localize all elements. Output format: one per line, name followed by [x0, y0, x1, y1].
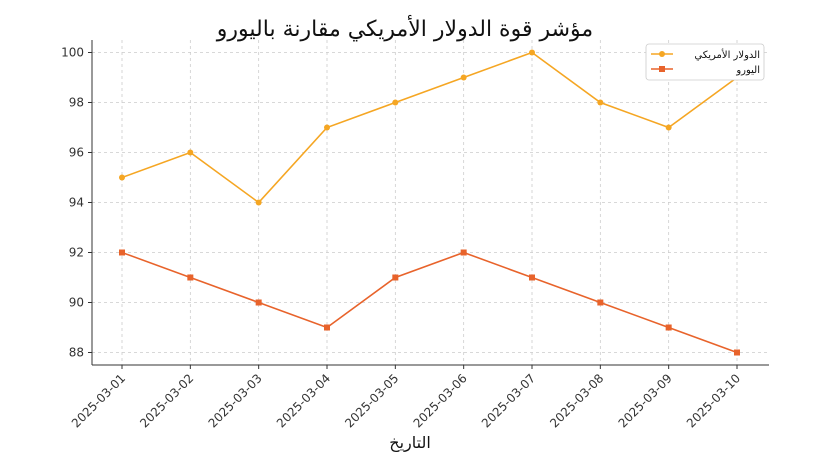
data-point-series-1 — [392, 99, 399, 106]
y-tick-label: 90 — [69, 296, 84, 310]
x-axis-label: التاريخ — [389, 433, 431, 453]
x-tick-label: 2025-03-01 — [69, 371, 128, 430]
data-point-series-2 — [187, 274, 194, 281]
grid — [92, 40, 769, 365]
y-tick-label: 96 — [69, 146, 84, 160]
legend-box — [645, 43, 765, 81]
y-tick-labels: 88 90 92 94 96 98 100 — [61, 46, 84, 360]
data-point-series-1 — [324, 124, 330, 131]
data-point-series-2 — [529, 274, 535, 281]
data-point-series-2 — [734, 349, 740, 356]
x-tick-label: 2025-03-02 — [137, 371, 196, 430]
x-tick-label: 2025-03-06 — [411, 371, 470, 430]
data-point-series-1 — [529, 49, 535, 56]
x-tick-label: 2025-03-09 — [616, 371, 675, 430]
x-tick-labels: 2025-03-01 2025-03-02 2025-03-03 2025-03-04… — [69, 371, 743, 430]
chart-title: مؤشر قوة الدولار الأمريكي مقارنة باليورو — [216, 15, 593, 42]
x-tick-label: 2025-03-03 — [206, 371, 265, 430]
legend: الدولار الأمريكي اليورو — [645, 43, 765, 81]
series-line-2 — [121, 251, 738, 354]
data-point-series-1 — [255, 199, 262, 206]
data-point-series-1 — [665, 124, 672, 131]
legend-label-2: اليورو — [735, 65, 760, 76]
data-point-series-2 — [665, 324, 672, 331]
x-tick-label: 2025-03-05 — [342, 371, 401, 430]
x-tick-label: 2025-03-10 — [684, 371, 743, 430]
y-tick-label: 92 — [69, 246, 84, 260]
data-point-series-1 — [119, 174, 125, 181]
data-point-series-1 — [460, 74, 467, 81]
legend-label-1: الدولار الأمريكي — [694, 48, 760, 61]
data-point-series-2 — [597, 299, 604, 306]
data-point-series-1 — [597, 99, 604, 106]
series-line-1 — [121, 51, 738, 204]
x-tick-label: 2025-03-04 — [274, 371, 333, 430]
y-tick-label: 88 — [69, 346, 84, 360]
y-tick-label: 94 — [69, 196, 84, 210]
data-point-series-2 — [324, 324, 330, 331]
data-point-series-2 — [460, 249, 467, 256]
y-tick-label: 100 — [61, 46, 84, 60]
y-tick-label: 98 — [69, 96, 84, 110]
x-tick-label: 2025-03-07 — [479, 371, 538, 430]
legend-marker-2 — [659, 66, 665, 72]
data-point-series-2 — [119, 249, 125, 256]
data-point-series-2 — [392, 274, 399, 281]
data-point-series-2 — [255, 299, 262, 306]
data-point-series-1 — [187, 149, 194, 156]
axes — [88, 40, 769, 369]
x-tick-label: 2025-03-08 — [547, 371, 606, 430]
legend-marker-1 — [659, 51, 665, 57]
